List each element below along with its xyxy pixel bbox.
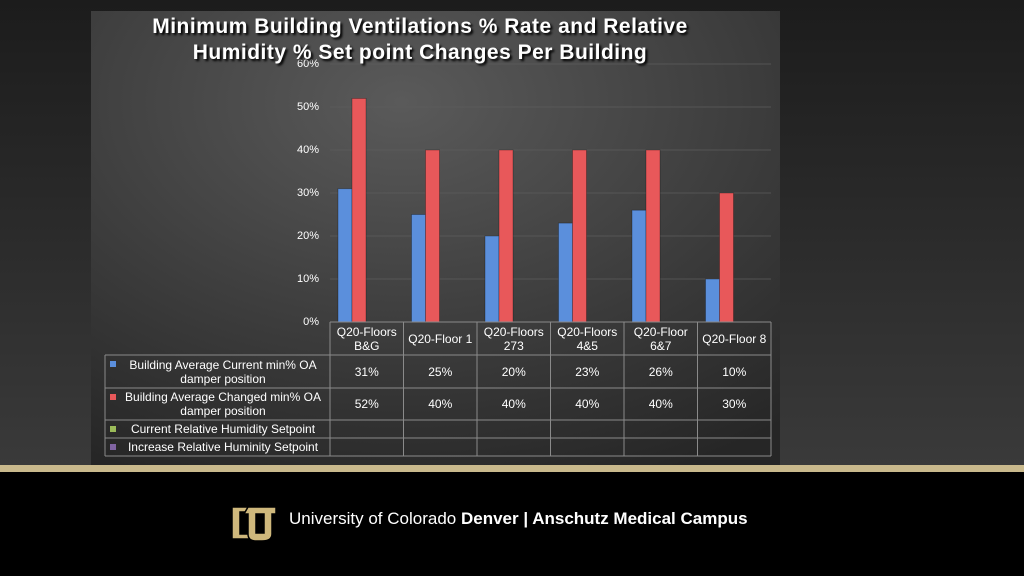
bar — [498, 149, 514, 323]
data-value-text: 30% — [722, 397, 747, 411]
bar — [484, 235, 500, 323]
data-value-text: 20% — [501, 364, 526, 379]
chart-title: Minimum Building Ventilations % Rate and… — [152, 15, 688, 64]
category-label-text: Q20-Floor 6&7 — [633, 324, 688, 353]
data-value-text: 10% — [722, 364, 747, 379]
data-value-text: 52% — [354, 397, 379, 411]
footer-university: University of Colorado — [289, 509, 457, 528]
data-value-text: 40% — [575, 397, 600, 411]
bar — [572, 149, 587, 323]
y-tick-label: 30% — [297, 187, 319, 199]
y-tick-label: 0% — [303, 316, 319, 328]
y-tick-label: 20% — [297, 230, 319, 242]
footer-bar — [0, 472, 1024, 576]
bar — [645, 149, 661, 323]
data-value: 31% — [330, 355, 404, 388]
data-value: 40% — [624, 388, 698, 420]
footer-text: University of Colorado Denver | Anschutz… — [289, 509, 748, 529]
data-value: 23% — [551, 355, 625, 388]
y-tick-label: 40% — [297, 144, 319, 156]
legend-entry: Building Average Changed min% OA damper … — [107, 388, 329, 420]
footer-campus: Denver | Anschutz Medical Campus — [460, 509, 748, 528]
category-label-text: Q20-Floors 4&5 — [557, 324, 618, 353]
y-tick-label: 10% — [297, 273, 319, 285]
data-value: 25% — [404, 355, 478, 388]
bar — [425, 149, 440, 323]
bar — [558, 222, 573, 323]
data-value-text: 40% — [428, 397, 453, 411]
category-label-text: Q20-Floor 1 — [408, 331, 473, 346]
data-value: 26% — [624, 355, 698, 388]
legend-entry: Current Relative Humidity Setpoint — [107, 420, 329, 438]
legend-entry-text: Current Relative Humidity Setpoint — [130, 422, 316, 436]
legend-entry-text: Increase Relative Huminity Setpoint — [127, 440, 319, 454]
category-label: Q20-Floor 6&7 — [626, 323, 696, 354]
data-value-text: 26% — [648, 364, 673, 379]
data-value: 52% — [330, 388, 404, 420]
data-value: 40% — [551, 388, 625, 420]
data-value: 20% — [477, 355, 551, 388]
legend-entry: Increase Relative Huminity Setpoint — [107, 438, 329, 456]
legend-swatch — [110, 394, 116, 400]
category-label: Q20-Floors 4&5 — [553, 323, 623, 354]
legend-entry: Building Average Current min% OA damper … — [107, 355, 329, 388]
data-value: 40% — [404, 388, 478, 420]
data-value: 40% — [477, 388, 551, 420]
y-tick-label: 50% — [297, 101, 319, 113]
category-label: Q20-Floors B&G — [332, 323, 402, 354]
legend-swatch — [110, 444, 116, 450]
category-label-text: Q20-Floor 8 — [702, 331, 767, 346]
data-value-text: 40% — [648, 397, 673, 411]
bar — [337, 188, 353, 323]
data-value-text: 40% — [501, 397, 526, 411]
bar — [705, 278, 720, 323]
category-label-text: Q20-Floors 273 — [483, 324, 544, 353]
category-label: Q20-Floors 273 — [479, 323, 549, 354]
data-value-text: 23% — [575, 364, 600, 379]
cu-logo — [231, 506, 277, 542]
data-value: 10% — [698, 355, 772, 388]
plot-area: 0% 10% 20% 30% 40% 50% 60% — [104, 58, 772, 457]
gold-stripe — [0, 465, 1024, 472]
legend-swatch — [110, 361, 116, 367]
data-value-text: 25% — [428, 364, 453, 379]
bar — [719, 192, 734, 323]
category-label: Q20-Floor 8 — [700, 323, 770, 354]
bar — [411, 214, 426, 323]
category-label: Q20-Floor 1 — [406, 323, 476, 354]
legend-entry-text: Building Average Current min% OA damper … — [129, 357, 317, 386]
category-label-text: Q20-Floors B&G — [336, 324, 397, 353]
legend-swatch — [110, 426, 116, 432]
bar — [351, 98, 367, 323]
data-value: 30% — [698, 388, 772, 420]
legend-entry-text: Building Average Changed min% OA damper … — [125, 390, 321, 418]
data-value-text: 31% — [354, 364, 379, 379]
bar — [631, 209, 647, 323]
y-tick-label: 60% — [297, 58, 319, 70]
